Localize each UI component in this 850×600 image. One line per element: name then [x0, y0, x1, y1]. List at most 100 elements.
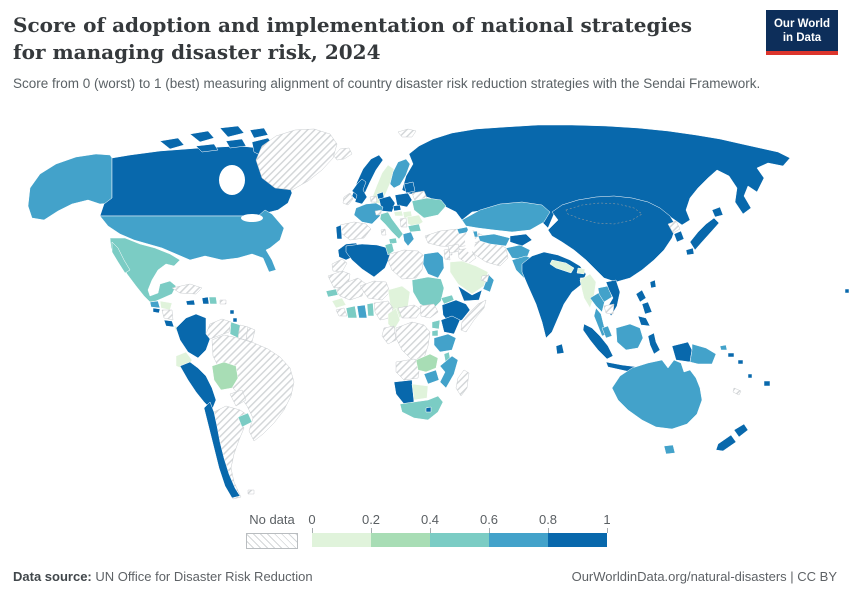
country-italy[interactable] — [379, 211, 404, 240]
french-guiana[interactable] — [245, 326, 256, 343]
country-taiwan[interactable] — [649, 279, 657, 289]
solomon-islands[interactable] — [727, 352, 735, 358]
country-kenya[interactable] — [440, 315, 461, 335]
legend-no-data-swatch[interactable] — [246, 533, 298, 549]
country-somalia[interactable] — [460, 299, 487, 333]
country-bolivia[interactable] — [211, 361, 239, 391]
country-algeria[interactable] — [345, 243, 391, 278]
country-cambodia[interactable] — [603, 303, 615, 315]
country-spain[interactable] — [339, 221, 372, 241]
country-paraguay[interactable] — [229, 389, 247, 407]
country-cameroon[interactable] — [387, 307, 401, 331]
arctic-island[interactable] — [189, 130, 215, 143]
country-poland[interactable] — [394, 192, 413, 208]
country-venezuela[interactable] — [205, 318, 232, 340]
turkmenistan-uzbekistan[interactable] — [477, 233, 511, 247]
arctic-island[interactable] — [195, 143, 219, 153]
arctic-island[interactable] — [159, 137, 185, 150]
arctic-island[interactable] — [219, 125, 245, 138]
country-zambia[interactable] — [415, 353, 439, 373]
legend-color-segment[interactable] — [371, 533, 430, 547]
country-papua-new-guinea[interactable] — [689, 343, 717, 365]
country-nepal[interactable] — [549, 259, 575, 274]
falkland-islands[interactable] — [247, 489, 255, 495]
new-caledonia[interactable] — [732, 387, 742, 396]
tasmania[interactable] — [663, 444, 676, 455]
country-australia[interactable] — [611, 359, 703, 430]
country-nicaragua[interactable] — [161, 309, 174, 321]
country-peru[interactable] — [179, 361, 217, 411]
country-philippines[interactable] — [641, 301, 653, 315]
papua-west[interactable] — [671, 341, 693, 363]
country-austria[interactable] — [393, 210, 404, 217]
country-bulgaria[interactable] — [407, 223, 422, 233]
legend-color-segment[interactable] — [548, 533, 607, 547]
nz-south-island[interactable] — [715, 434, 737, 452]
png-islands[interactable] — [719, 344, 728, 351]
country-mauritania[interactable] — [327, 270, 351, 289]
country-lesotho[interactable] — [425, 406, 432, 413]
sumatra[interactable] — [582, 323, 614, 360]
country-sri-lanka[interactable] — [555, 343, 565, 355]
sulawesi[interactable] — [647, 332, 661, 355]
country-colombia[interactable] — [175, 313, 211, 359]
country-guinea[interactable] — [331, 297, 347, 309]
rwanda-burundi[interactable] — [431, 329, 439, 337]
western-sahara[interactable] — [331, 258, 348, 273]
country-serbia[interactable] — [399, 217, 408, 228]
country-ivory-coast[interactable] — [345, 305, 358, 319]
country-mongolia[interactable] — [565, 202, 643, 225]
country-zimbabwe[interactable] — [423, 369, 440, 385]
country-madagascar[interactable] — [455, 369, 470, 397]
country-south-africa[interactable] — [399, 395, 444, 421]
borneo[interactable] — [615, 323, 644, 351]
country-malaysia[interactable] — [601, 325, 613, 339]
country-dominican-republic[interactable] — [208, 296, 218, 305]
hokkaido[interactable] — [711, 206, 724, 218]
country-india[interactable] — [521, 251, 587, 339]
nz-north-island[interactable] — [733, 423, 749, 438]
country-north-korea[interactable] — [667, 220, 681, 234]
country-tunisia[interactable] — [384, 242, 395, 256]
legend-color-segment[interactable] — [489, 533, 548, 547]
country-botswana[interactable] — [411, 383, 429, 401]
arctic-island[interactable] — [225, 138, 247, 149]
country-haiti[interactable] — [201, 296, 210, 305]
country-ghana[interactable] — [356, 304, 368, 319]
sicily[interactable] — [388, 237, 398, 245]
country-south-sudan[interactable] — [419, 303, 439, 319]
congo-gabon[interactable] — [381, 325, 397, 345]
country-dr-congo[interactable] — [395, 321, 431, 361]
lesser-antilles[interactable] — [232, 317, 238, 323]
country-iceland[interactable] — [333, 147, 353, 161]
lesser-antilles[interactable] — [229, 309, 235, 315]
country-uruguay[interactable] — [237, 412, 253, 428]
baja-california[interactable] — [111, 241, 131, 274]
country-usa[interactable] — [99, 209, 285, 273]
country-puerto-rico[interactable] — [219, 299, 227, 305]
country-mozambique[interactable] — [439, 355, 459, 389]
sardinia[interactable] — [380, 228, 387, 236]
country-ukraine[interactable] — [411, 197, 447, 219]
owid-logo[interactable]: Our World in Data — [766, 10, 838, 55]
togo-benin[interactable] — [366, 302, 375, 317]
country-france[interactable] — [353, 202, 384, 225]
country-alaska[interactable] — [27, 153, 113, 221]
country-honduras[interactable] — [159, 300, 173, 311]
svalbard[interactable] — [397, 128, 417, 138]
sierra-leone-liberia[interactable] — [335, 307, 348, 317]
country-tanzania[interactable] — [433, 333, 457, 353]
country-mexico[interactable] — [109, 237, 181, 303]
country-namibia[interactable] — [393, 379, 415, 405]
owid-link[interactable]: OurWorldinData.org/natural-disasters | C… — [571, 569, 837, 584]
country-greece[interactable] — [402, 231, 415, 247]
country-japan[interactable] — [689, 217, 720, 251]
country-philippines[interactable] — [637, 315, 651, 327]
country-el-salvador[interactable] — [152, 307, 161, 314]
country-greenland[interactable] — [255, 128, 338, 191]
central-african-republic[interactable] — [397, 304, 423, 319]
country-cuba[interactable] — [171, 283, 203, 295]
country-switzerland[interactable] — [374, 209, 382, 216]
country-costa-rica[interactable] — [163, 319, 175, 328]
country-netherlands[interactable] — [369, 195, 378, 203]
